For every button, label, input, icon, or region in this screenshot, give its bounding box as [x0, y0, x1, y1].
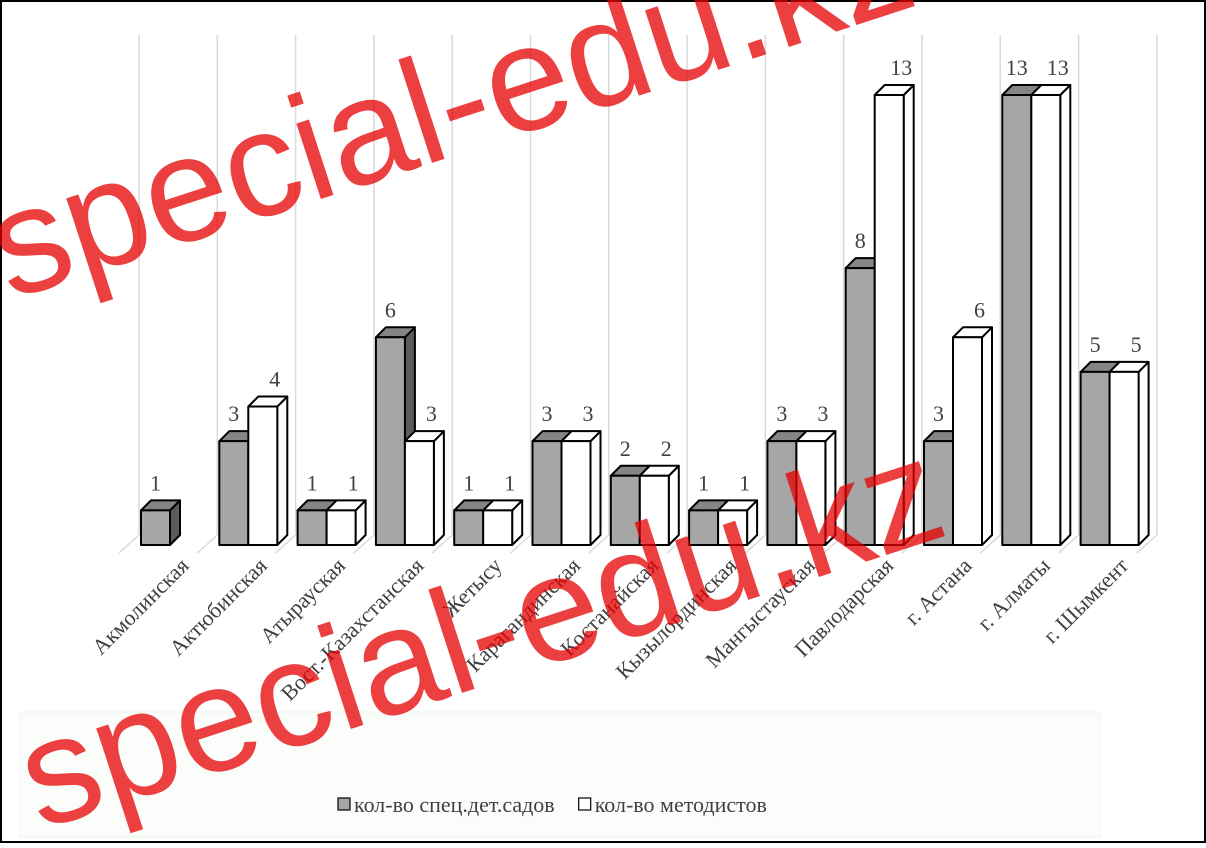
floor-line	[275, 534, 297, 554]
data-label: 1	[150, 470, 161, 495]
data-label: 13	[1047, 55, 1069, 80]
bar-front	[1001, 94, 1033, 546]
bar-front	[1079, 370, 1111, 546]
bar-front	[795, 440, 827, 546]
bar	[873, 84, 915, 546]
data-label: 6	[385, 297, 396, 322]
bar-front	[717, 509, 749, 546]
bar-front	[952, 336, 983, 546]
data-label: 3	[542, 401, 553, 426]
bar	[952, 326, 993, 546]
data-label: 1	[504, 470, 515, 495]
data-label: 13	[1006, 55, 1028, 80]
data-label: 8	[855, 228, 866, 253]
bar	[140, 499, 181, 546]
bar	[795, 430, 837, 546]
bar	[403, 430, 445, 546]
data-label: 3	[228, 401, 239, 426]
legend-marker	[578, 797, 592, 811]
bar-side	[276, 395, 289, 546]
bar	[325, 499, 367, 546]
bar-front	[1030, 94, 1062, 546]
data-label: 5	[1090, 332, 1101, 357]
bar	[717, 499, 759, 546]
bar-front	[1108, 370, 1140, 546]
data-label: 2	[661, 436, 672, 461]
floor-line	[823, 534, 845, 554]
bar-front	[638, 474, 670, 546]
data-label: 1	[698, 470, 709, 495]
bar-front	[873, 94, 905, 546]
bar-front	[560, 440, 592, 546]
floor-line	[353, 534, 375, 554]
floor-line	[744, 534, 766, 554]
data-label: 6	[974, 297, 985, 322]
bar-front	[766, 440, 798, 546]
bar-front	[923, 440, 954, 546]
bar-side	[1059, 84, 1072, 546]
bar-front	[296, 509, 328, 546]
data-label: 1	[348, 470, 359, 495]
floor-line	[901, 534, 923, 554]
legend-label: кол-во методистов	[595, 792, 767, 817]
floor-line	[431, 534, 453, 554]
bar	[638, 464, 680, 546]
bar-side	[432, 430, 445, 546]
floor-line	[588, 534, 610, 554]
data-label: 5	[1131, 332, 1142, 357]
floor-line	[979, 534, 1001, 554]
legend-marker	[337, 797, 351, 811]
bar-front	[403, 440, 435, 546]
bar-front	[609, 474, 641, 546]
bar-front	[844, 267, 876, 546]
bar-front	[482, 509, 514, 546]
bar-front	[325, 509, 357, 546]
floor-line	[1136, 534, 1158, 554]
data-label: 1	[463, 470, 474, 495]
bar-front	[218, 440, 250, 546]
bar-side	[981, 326, 993, 546]
bar-front	[688, 509, 720, 546]
legend-label: кол-во спец.дет.садов	[354, 792, 555, 817]
bar-front	[247, 405, 279, 546]
bar	[560, 430, 602, 546]
bar	[1030, 84, 1072, 546]
data-label: 2	[620, 436, 631, 461]
data-label: 3	[426, 401, 437, 426]
legend-box	[19, 711, 1101, 838]
bar	[1108, 360, 1150, 546]
bar-front	[140, 509, 171, 546]
bar	[247, 395, 289, 546]
data-label: 3	[776, 401, 787, 426]
data-label: 1	[307, 470, 318, 495]
floor-line	[1058, 534, 1080, 554]
data-label: 4	[269, 367, 280, 392]
bar-front	[374, 336, 406, 546]
data-label: 13	[890, 55, 912, 80]
legend: кол-во спец.дет.садов кол-во методистов	[337, 792, 767, 817]
floor-line	[666, 534, 688, 554]
floor-line	[509, 534, 532, 554]
data-label: 3	[933, 401, 944, 426]
bar-side	[1137, 360, 1150, 546]
bar-front	[453, 509, 485, 546]
data-label: 3	[817, 401, 828, 426]
data-label: 1	[739, 470, 750, 495]
data-label: 3	[583, 401, 594, 426]
bar	[482, 499, 524, 546]
floor-line	[118, 534, 140, 554]
floor-line	[196, 534, 218, 554]
